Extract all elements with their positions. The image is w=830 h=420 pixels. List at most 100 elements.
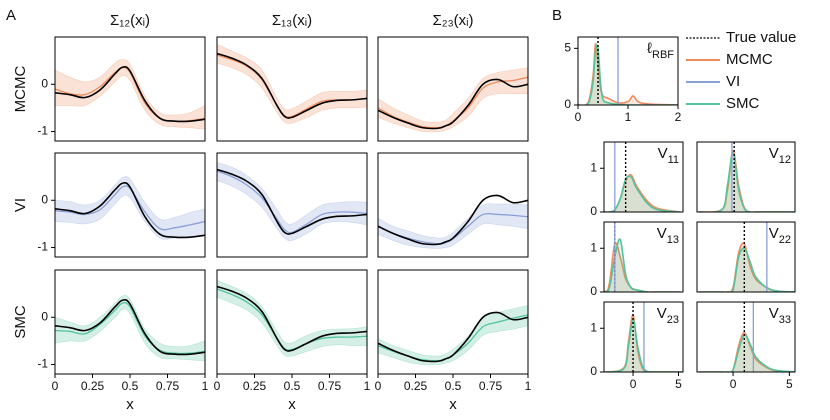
y-tick-label: 0: [590, 204, 597, 218]
density-area: [699, 334, 795, 372]
line: [54, 301, 206, 355]
density-area: [604, 239, 680, 292]
density-area: [699, 248, 795, 292]
y-axis-label: SMC: [12, 305, 29, 339]
x-tick-label: 0.75: [479, 379, 503, 393]
title-subscript: RBF: [652, 49, 674, 61]
x-tick-label: 0: [575, 110, 582, 124]
density-area: [605, 319, 683, 372]
line: [216, 168, 368, 235]
y-tick-label: 1: [590, 320, 597, 334]
axes-frame: [54, 152, 206, 258]
x-tick-label: 5: [786, 377, 793, 391]
line: [216, 288, 368, 351]
legend-label: SMC: [726, 95, 760, 112]
x-tick-label: 2: [675, 110, 682, 124]
line: [377, 194, 529, 246]
y-tick-label: 0: [41, 309, 48, 323]
legend-label: VI: [726, 73, 740, 90]
x-tick-label: 1: [625, 110, 632, 124]
plot-area: [604, 222, 680, 292]
y-tick-label: 1: [590, 160, 597, 174]
density-area: [604, 242, 680, 292]
title-subscript: 13: [667, 234, 679, 246]
axes-frame: [696, 301, 796, 373]
density-line: [699, 247, 795, 292]
y-tick-label: 0: [41, 192, 48, 206]
y-tick-label: 0: [590, 284, 597, 298]
x-tick-label: 0: [375, 379, 382, 393]
line: [54, 298, 206, 356]
line: [54, 185, 206, 231]
x-tick-label: 1: [525, 379, 532, 393]
axes-frame: [603, 221, 684, 293]
title-main: ℓ: [647, 40, 652, 57]
y-tick-label: -1: [37, 357, 48, 371]
y-axis-label: MCMC: [12, 66, 29, 113]
plot-area: [699, 302, 795, 372]
title-subscript: 23: [667, 314, 679, 326]
chart-title: V12: [769, 145, 791, 166]
x-tick-label: 1: [202, 379, 209, 393]
density-area: [604, 176, 680, 212]
x-tick-label: 0.5: [445, 379, 462, 393]
axes-frame: [696, 141, 796, 213]
x-tick-label: 0: [214, 379, 221, 393]
chart-title: V23: [657, 305, 679, 326]
chart-title: Σ₂₃(xᵢ): [432, 12, 473, 29]
density-area: [699, 332, 795, 372]
title-subscript: 12: [779, 154, 791, 166]
y-tick-label: 5: [564, 41, 571, 55]
title-subscript: 11: [668, 154, 679, 166]
axes-frame: [216, 269, 368, 375]
x-tick-label: 0.75: [318, 379, 342, 393]
line: [216, 170, 368, 234]
density-line: [699, 152, 795, 212]
title-main: V: [657, 305, 667, 322]
legend-label: True value: [726, 29, 796, 46]
y-tick-label: 1: [590, 240, 597, 254]
axes-frame: [377, 152, 529, 258]
title-main: V: [657, 225, 667, 242]
axes-frame: [216, 36, 368, 142]
density-line: [578, 44, 678, 105]
legend-label: MCMC: [726, 51, 773, 68]
density-area: [604, 174, 680, 212]
panel-label: A: [6, 7, 16, 24]
y-tick-label: 0: [590, 364, 597, 378]
x-tick-label: 0.5: [122, 379, 139, 393]
density-area: [699, 243, 795, 292]
uncertainty-band: [216, 43, 368, 124]
uncertainty-band: [216, 162, 368, 241]
title-main: V: [769, 145, 779, 162]
x-axis-label: x: [449, 396, 457, 413]
density-line: [605, 318, 683, 372]
chart-title: V33: [769, 305, 791, 326]
y-tick-label: -1: [37, 124, 48, 138]
density-line: [604, 238, 680, 292]
x-tick-label: 0.25: [81, 379, 105, 393]
axes-frame: [216, 152, 368, 258]
axes-frame: [377, 36, 529, 142]
x-tick-label: 0.5: [284, 379, 301, 393]
x-tick-label: 0.25: [404, 379, 428, 393]
y-tick-label: 0: [41, 76, 48, 90]
line: [377, 78, 529, 130]
chart-title: ℓRBF: [647, 40, 674, 61]
axes-frame: [603, 301, 684, 373]
x-tick-label: 0.25: [243, 379, 267, 393]
chart-title: V22: [769, 225, 791, 246]
chart-title: Σ₁₃(xᵢ): [272, 12, 312, 29]
plot-area: [605, 302, 683, 372]
line: [54, 181, 206, 239]
y-tick-label: 0: [564, 97, 571, 111]
title-main: V: [658, 145, 668, 162]
x-axis-label: x: [288, 396, 296, 413]
line: [216, 285, 368, 352]
y-axis-label: VI: [12, 198, 29, 212]
x-tick-label: 0: [630, 377, 637, 391]
x-tick-label: 0.75: [156, 379, 180, 393]
line: [216, 52, 368, 119]
title-main: V: [769, 305, 779, 322]
